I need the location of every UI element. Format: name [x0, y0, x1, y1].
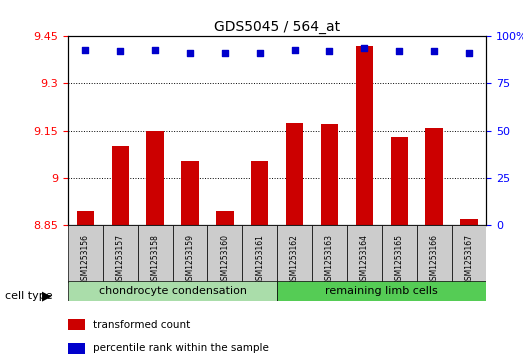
Text: GSM1253156: GSM1253156 — [81, 234, 90, 285]
Bar — [216, 211, 234, 225]
Text: GSM1253164: GSM1253164 — [360, 234, 369, 285]
FancyBboxPatch shape — [242, 225, 277, 283]
Text: GSM1253163: GSM1253163 — [325, 234, 334, 285]
Point — [360, 45, 369, 50]
FancyBboxPatch shape — [208, 225, 242, 283]
Bar — [391, 137, 408, 225]
Point — [221, 50, 229, 56]
FancyBboxPatch shape — [277, 281, 486, 301]
Text: GSM1253157: GSM1253157 — [116, 234, 125, 285]
FancyBboxPatch shape — [347, 225, 382, 283]
Bar — [111, 146, 129, 225]
Bar — [68, 343, 85, 354]
FancyBboxPatch shape — [103, 225, 138, 283]
Point — [256, 50, 264, 56]
FancyBboxPatch shape — [382, 225, 417, 283]
Point — [430, 49, 438, 54]
Point — [186, 50, 194, 56]
FancyBboxPatch shape — [138, 225, 173, 283]
Text: GSM1253166: GSM1253166 — [429, 234, 439, 285]
FancyBboxPatch shape — [312, 225, 347, 283]
Bar — [460, 219, 477, 225]
Point — [395, 49, 403, 54]
Bar — [425, 127, 443, 225]
Text: ▶: ▶ — [42, 289, 52, 302]
Text: GSM1253159: GSM1253159 — [186, 234, 195, 285]
FancyBboxPatch shape — [173, 225, 208, 283]
Bar — [77, 211, 94, 225]
Bar — [251, 160, 268, 225]
Text: GSM1253162: GSM1253162 — [290, 234, 299, 285]
Text: GSM1253167: GSM1253167 — [464, 234, 473, 285]
Bar — [286, 123, 303, 225]
Text: chondrocyte condensation: chondrocyte condensation — [99, 286, 246, 296]
Bar — [321, 125, 338, 225]
Text: percentile rank within the sample: percentile rank within the sample — [93, 343, 269, 354]
Text: remaining limb cells: remaining limb cells — [325, 286, 438, 296]
Bar — [146, 131, 164, 225]
Bar — [181, 160, 199, 225]
Text: GSM1253161: GSM1253161 — [255, 234, 264, 285]
Text: GSM1253158: GSM1253158 — [151, 234, 160, 285]
Text: GSM1253160: GSM1253160 — [220, 234, 230, 285]
Title: GDS5045 / 564_at: GDS5045 / 564_at — [214, 20, 340, 34]
Point — [465, 50, 473, 56]
Point — [325, 49, 334, 54]
Bar — [356, 46, 373, 225]
Point — [290, 46, 299, 52]
Point — [116, 49, 124, 54]
FancyBboxPatch shape — [451, 225, 486, 283]
FancyBboxPatch shape — [417, 225, 451, 283]
FancyBboxPatch shape — [68, 225, 103, 283]
FancyBboxPatch shape — [277, 225, 312, 283]
Point — [81, 46, 89, 52]
Point — [151, 46, 160, 52]
Text: transformed count: transformed count — [93, 319, 190, 330]
Bar — [68, 319, 85, 330]
Text: cell type: cell type — [5, 291, 53, 301]
Text: GSM1253165: GSM1253165 — [395, 234, 404, 285]
FancyBboxPatch shape — [68, 281, 277, 301]
